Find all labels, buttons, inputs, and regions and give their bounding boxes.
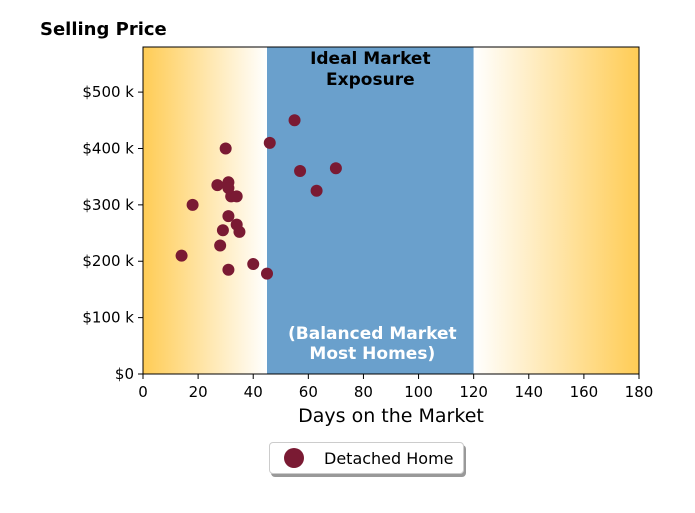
y-tick-label: $500 k xyxy=(82,83,134,101)
data-point xyxy=(261,267,273,280)
x-axis-label: Days on the Market xyxy=(298,405,484,427)
y-tick-label: $200 k xyxy=(82,252,134,270)
data-point xyxy=(219,142,232,155)
x-tick-label: 100 xyxy=(404,383,433,401)
y-tick-label: $400 k xyxy=(82,139,134,157)
data-point xyxy=(233,225,246,238)
y-tick-label: $0 xyxy=(115,365,134,383)
data-point xyxy=(222,210,235,223)
data-point xyxy=(214,239,227,252)
slow-region-left xyxy=(143,47,267,374)
y-tick-label: $100 k xyxy=(82,309,134,327)
balanced-label-line2: Most Homes) xyxy=(309,344,435,364)
data-point xyxy=(294,165,307,178)
x-axis: 0 20 40 60 80 100 120 140 160 180 xyxy=(138,374,653,401)
data-point xyxy=(310,184,323,197)
ideal-exposure-region xyxy=(267,47,474,374)
data-point xyxy=(247,258,260,271)
y-axis: $0 $100 k $200 k $300 k $400 k $500 k xyxy=(82,83,143,383)
legend-marker xyxy=(284,448,304,468)
data-point xyxy=(230,190,243,203)
x-tick-label: 80 xyxy=(354,383,373,401)
x-tick-label: 160 xyxy=(570,383,599,401)
ideal-label-line1: Ideal Market xyxy=(310,49,431,69)
data-point xyxy=(222,263,235,276)
data-point xyxy=(263,136,276,149)
data-point xyxy=(186,198,199,211)
data-point xyxy=(211,179,224,192)
legend: Detached Home xyxy=(269,442,464,474)
data-point xyxy=(175,249,188,262)
x-tick-label: 120 xyxy=(459,383,488,401)
x-tick-label: 20 xyxy=(189,383,208,401)
x-tick-label: 0 xyxy=(138,383,148,401)
data-point xyxy=(288,114,301,127)
x-tick-label: 140 xyxy=(514,383,543,401)
y-tick-label: $300 k xyxy=(82,196,134,214)
slow-region-right xyxy=(473,47,639,374)
data-point xyxy=(329,162,342,175)
chart-title: Selling Price xyxy=(40,19,167,40)
balanced-label-line1: (Balanced Market xyxy=(288,324,457,344)
scatter-points xyxy=(175,114,342,280)
x-tick-label: 180 xyxy=(625,383,654,401)
data-point xyxy=(216,224,229,237)
ideal-label-line2: Exposure xyxy=(326,70,415,90)
plot-frame xyxy=(142,46,640,375)
legend-label: Detached Home xyxy=(324,448,454,468)
x-tick-label: 40 xyxy=(244,383,263,401)
x-tick-label: 60 xyxy=(299,383,318,401)
